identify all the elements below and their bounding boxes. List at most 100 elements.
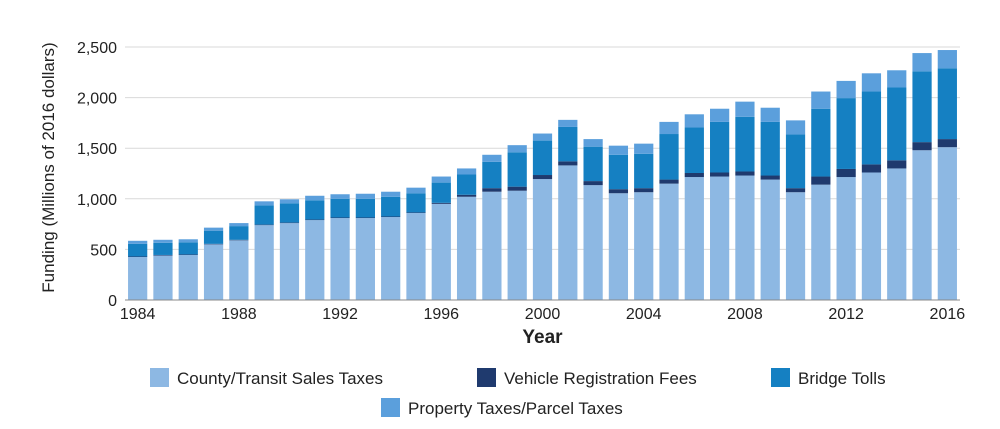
bar-segment [153,255,173,300]
bar-segment [912,150,932,300]
bar-segment [507,186,527,191]
bar-segment [659,179,679,184]
bar-segment [279,222,300,224]
bar-segment [482,188,502,192]
bar-segment [153,242,173,255]
bar-segment [861,91,882,165]
bar-segment [330,218,350,300]
legend-swatch [477,368,496,387]
bar-segment [229,223,249,227]
y-tick-label: 1,000 [77,192,117,209]
legend-item: Property Taxes/Parcel Taxes [381,398,623,418]
bar-segment [305,195,325,201]
bar-segment [735,175,755,300]
bar-segment [811,108,831,177]
bar-segment [128,240,148,244]
bar-segment [229,239,249,241]
bar-segment [279,203,300,223]
bar-segment [760,107,780,122]
x-tick-label: 1988 [221,306,257,323]
bar-segment [456,174,477,195]
bar-segment [279,199,300,204]
bar-segment [937,139,957,148]
bar-segment [811,176,831,185]
bar-segment [203,243,224,245]
bar-segment [532,179,553,300]
bar-segment [305,200,325,220]
bar-segment [532,140,553,176]
bar-segment [406,193,426,213]
x-tick-label: 2016 [930,306,966,323]
bar-segment [203,230,224,244]
bar-segment [456,168,477,175]
bar-segment [507,152,527,187]
bar-segment [305,219,325,221]
legend-item: Vehicle Registration Fees [477,368,697,388]
bar-segment [634,192,654,300]
y-tick-label: 2,000 [77,91,117,108]
bar-segment [887,70,907,88]
bar-segment [381,216,401,218]
bar-segment [128,243,148,257]
x-tick-label: 1992 [322,306,358,323]
x-tick-label: 2000 [525,306,561,323]
bar-segment [583,139,603,147]
bar-segment [507,145,527,153]
bar-segment [608,193,629,300]
bar-segment [785,192,806,300]
bar-segment [330,194,350,199]
bar-segment [507,190,527,300]
bar-segment [710,108,730,122]
bar-segment [937,68,957,140]
legend-swatch [381,398,400,417]
bar-segment [887,168,907,300]
bar-segment [861,73,882,92]
legend: County/Transit Sales Taxes Vehicle Regist… [150,368,886,418]
bar-segment [406,212,426,300]
y-tick-label: 500 [90,242,117,259]
bar-segment [431,202,451,204]
bars [128,50,957,300]
bar-segment [381,191,401,197]
bar-segment [229,240,249,300]
bar-segment [482,154,502,162]
x-tick-label: 2008 [727,306,763,323]
bar-segment [861,172,882,300]
bar-segment [558,161,578,166]
bar-segment [811,91,831,109]
bar-segment [634,153,654,189]
bar-segment [937,147,957,300]
legend-label: Property Taxes/Parcel Taxes [408,399,623,418]
bar-segment [279,223,300,300]
bar-segment [355,217,375,219]
legend-label: Vehicle Registration Fees [504,369,697,388]
bar-segment [861,164,882,173]
bar-segment [583,146,603,182]
bar-segment [912,71,932,143]
bar-segment [406,187,426,194]
bar-segment [178,242,198,255]
bar-segment [836,98,856,169]
x-tick-label: 2012 [828,306,864,323]
bar-segment [608,189,629,194]
bar-segment [330,198,350,218]
bar-segment [887,87,907,161]
bar-segment [659,183,679,300]
bar-segment [684,127,704,173]
bar-segment [684,177,704,300]
bar-segment [456,196,477,300]
x-axis-title: Year [522,327,563,348]
bar-segment [710,172,730,177]
bar-segment [735,171,755,176]
y-tick-labels: 0 500 1,000 1,500 2,000 2,500 [77,40,117,310]
bar-segment [355,193,375,199]
bar-segment [710,121,730,173]
x-tick-label: 2004 [626,306,662,323]
legend-swatch [771,368,790,387]
y-axis-title: Funding (Millions of 2016 dollars) [39,42,58,292]
bar-segment [887,160,907,169]
legend-label: County/Transit Sales Taxes [177,369,383,388]
bar-segment [178,239,198,243]
bar-segment [229,226,249,240]
bar-segment [381,196,401,217]
